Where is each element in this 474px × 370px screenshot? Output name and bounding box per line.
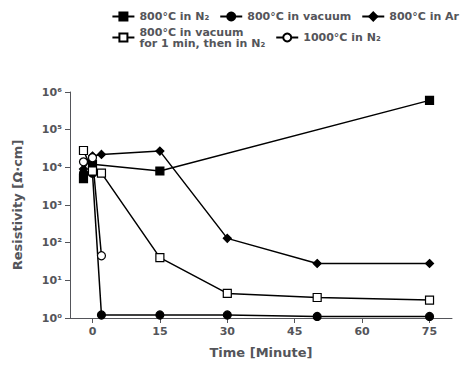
- svg-text:0: 0: [89, 325, 97, 338]
- svg-text:800°C in N₂: 800°C in N₂: [139, 10, 209, 23]
- svg-text:800°C in Ar: 800°C in Ar: [389, 10, 459, 23]
- svg-text:Resistivity [Ω·cm]: Resistivity [Ω·cm]: [10, 140, 25, 271]
- svg-text:45: 45: [287, 325, 302, 338]
- svg-text:10⁴: 10⁴: [42, 161, 62, 174]
- svg-text:800°C in vacuum: 800°C in vacuum: [247, 10, 351, 23]
- svg-text:10⁶: 10⁶: [42, 86, 62, 99]
- svg-text:60: 60: [354, 325, 370, 338]
- svg-text:10²: 10²: [42, 236, 62, 249]
- svg-text:30: 30: [220, 325, 236, 338]
- svg-text:10³: 10³: [42, 199, 62, 212]
- svg-text:10⁰: 10⁰: [42, 312, 62, 325]
- svg-text:1000°C in N₂: 1000°C in N₂: [303, 31, 381, 44]
- svg-text:for 1 min, then in N₂: for 1 min, then in N₂: [139, 37, 265, 50]
- svg-text:15: 15: [152, 325, 167, 338]
- svg-text:Time [Minute]: Time [Minute]: [209, 345, 312, 360]
- svg-text:75: 75: [422, 325, 437, 338]
- svg-text:10⁵: 10⁵: [42, 123, 62, 136]
- svg-text:800°C in vacuum: 800°C in vacuum: [139, 25, 244, 39]
- svg-text:10¹: 10¹: [42, 274, 62, 287]
